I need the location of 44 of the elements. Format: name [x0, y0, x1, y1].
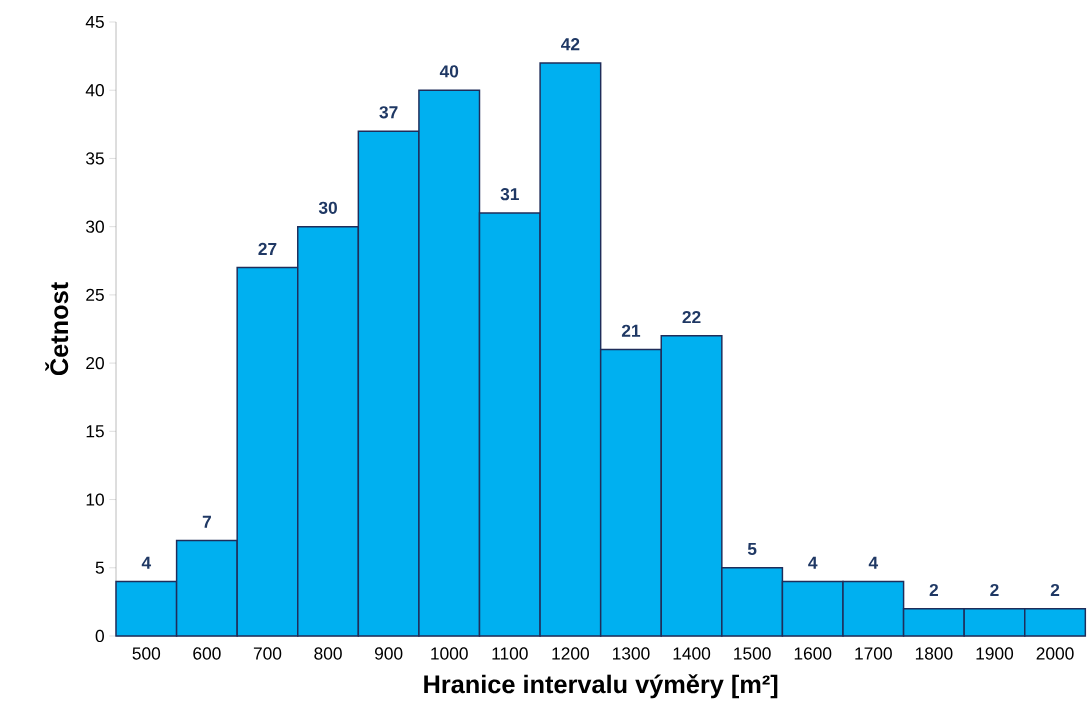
data-label: 2 — [929, 583, 939, 596]
x-tick-label: 1900 — [976, 647, 1014, 660]
x-tick-label: 1800 — [915, 647, 953, 660]
y-tick-label: 15 — [86, 425, 104, 438]
x-axis-title: Hranice intervalu výměry [m²] — [424, 674, 778, 699]
y-tick-label: 30 — [86, 220, 104, 233]
data-label: 5 — [747, 542, 757, 556]
data-label: 27 — [258, 242, 277, 255]
y-tick-label: 20 — [86, 356, 104, 370]
x-tick-label: 700 — [253, 647, 282, 660]
data-label: 22 — [682, 310, 701, 324]
data-label: 7 — [202, 515, 211, 528]
x-tick-label: 1600 — [794, 647, 832, 660]
data-label: 2 — [1050, 583, 1060, 596]
y-tick-label: 35 — [86, 152, 104, 165]
x-tick-label: 1400 — [673, 647, 711, 660]
y-tick-label: 5 — [95, 561, 104, 574]
x-tick-label: 600 — [193, 647, 221, 660]
data-label: 4 — [141, 556, 152, 569]
data-label: 40 — [439, 65, 459, 78]
data-label: 42 — [561, 38, 580, 51]
data-label: 31 — [500, 188, 519, 201]
data-label: 2 — [990, 583, 999, 596]
x-tick-label: 1500 — [734, 647, 771, 660]
data-label: 4 — [868, 556, 879, 569]
data-label: 4 — [808, 556, 818, 569]
data-label: 37 — [379, 106, 398, 119]
data-label: 21 — [621, 324, 641, 337]
y-tick-label: 25 — [86, 288, 104, 302]
x-tick-label: 1100 — [492, 647, 528, 660]
x-tick-label: 1700 — [855, 647, 892, 660]
y-tick-label: 40 — [85, 84, 104, 97]
x-tick-label: 900 — [374, 647, 403, 660]
data-label: 30 — [318, 201, 337, 214]
y-tick-label: 10 — [86, 493, 104, 506]
x-tick-label: 2000 — [1036, 647, 1074, 660]
x-tick-label: 1300 — [613, 647, 650, 660]
x-tick-label: 800 — [314, 647, 342, 660]
x-tick-label: 1000 — [431, 647, 468, 660]
x-tick-label: 500 — [132, 647, 161, 660]
x-tick-label: 1200 — [552, 647, 589, 660]
y-tick-label: 0 — [95, 629, 104, 643]
y-tick-label: 45 — [85, 15, 104, 29]
y-axis-title: Četnost — [45, 282, 69, 376]
